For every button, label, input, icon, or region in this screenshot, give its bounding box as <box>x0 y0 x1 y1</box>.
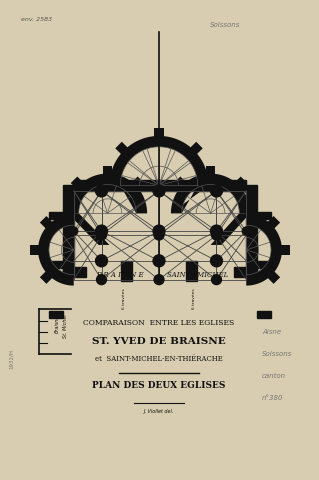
Polygon shape <box>257 311 271 318</box>
Circle shape <box>153 255 165 267</box>
Text: B R A I S N E: B R A I S N E <box>97 271 144 279</box>
Text: J. Viollet del.: J. Viollet del. <box>144 408 174 413</box>
Polygon shape <box>234 267 257 276</box>
Text: St. Michel: St. Michel <box>63 314 68 338</box>
Circle shape <box>97 275 107 285</box>
Circle shape <box>70 227 78 235</box>
Text: Soissons: Soissons <box>210 22 240 28</box>
Polygon shape <box>233 177 247 191</box>
Polygon shape <box>189 142 203 156</box>
Polygon shape <box>40 270 54 284</box>
Polygon shape <box>266 216 280 230</box>
Polygon shape <box>266 270 280 284</box>
Polygon shape <box>279 245 290 254</box>
Text: env. 2583: env. 2583 <box>21 17 52 22</box>
Polygon shape <box>63 185 74 276</box>
Polygon shape <box>109 136 209 185</box>
Polygon shape <box>186 261 197 281</box>
Text: 6 travées: 6 travées <box>192 288 196 309</box>
Text: COMPARAISON  ENTRE LES EGLISES: COMPARAISON ENTRE LES EGLISES <box>83 319 235 327</box>
Circle shape <box>211 275 221 285</box>
Polygon shape <box>246 214 282 286</box>
Polygon shape <box>120 185 147 213</box>
Polygon shape <box>40 216 54 230</box>
Circle shape <box>211 255 222 267</box>
Circle shape <box>153 225 165 237</box>
Text: 1932/H: 1932/H <box>9 349 14 369</box>
Polygon shape <box>171 185 209 213</box>
Text: n°380: n°380 <box>262 395 284 401</box>
Text: SAINT - MICHEL: SAINT - MICHEL <box>167 271 228 279</box>
Circle shape <box>154 230 164 240</box>
Polygon shape <box>246 185 257 276</box>
Polygon shape <box>257 261 271 268</box>
Polygon shape <box>206 166 215 177</box>
Text: Soissons: Soissons <box>262 351 293 357</box>
Polygon shape <box>121 261 132 281</box>
Circle shape <box>96 225 108 237</box>
Text: ST. YVED DE BRAISNE: ST. YVED DE BRAISNE <box>92 337 226 346</box>
Text: 6 travées: 6 travées <box>122 288 126 309</box>
Polygon shape <box>49 261 63 268</box>
Polygon shape <box>49 311 63 318</box>
Polygon shape <box>68 174 147 213</box>
Circle shape <box>97 230 107 240</box>
Circle shape <box>154 275 164 285</box>
Polygon shape <box>154 128 164 139</box>
Circle shape <box>211 185 222 197</box>
Polygon shape <box>115 142 130 156</box>
Circle shape <box>242 227 250 235</box>
Polygon shape <box>68 213 109 245</box>
Polygon shape <box>74 180 246 191</box>
Text: et  SAINT-MICHEL-EN-THIÉRACHE: et SAINT-MICHEL-EN-THIÉRACHE <box>95 355 223 363</box>
Polygon shape <box>174 177 188 191</box>
Polygon shape <box>63 267 85 276</box>
Polygon shape <box>257 212 271 219</box>
Text: Aisne: Aisne <box>262 329 281 335</box>
Polygon shape <box>30 245 41 254</box>
Circle shape <box>153 185 165 197</box>
Polygon shape <box>38 214 74 286</box>
Circle shape <box>211 230 221 240</box>
Polygon shape <box>49 212 63 219</box>
Circle shape <box>96 255 108 267</box>
Polygon shape <box>130 177 144 191</box>
Text: PLAN DES DEUX EGLISES: PLAN DES DEUX EGLISES <box>92 381 226 390</box>
Text: canton: canton <box>262 373 286 379</box>
Circle shape <box>211 225 222 237</box>
Circle shape <box>96 185 108 197</box>
Text: Braisne: Braisne <box>55 314 59 333</box>
Polygon shape <box>103 166 112 177</box>
Polygon shape <box>171 174 250 213</box>
Polygon shape <box>211 213 250 245</box>
Polygon shape <box>71 177 85 191</box>
